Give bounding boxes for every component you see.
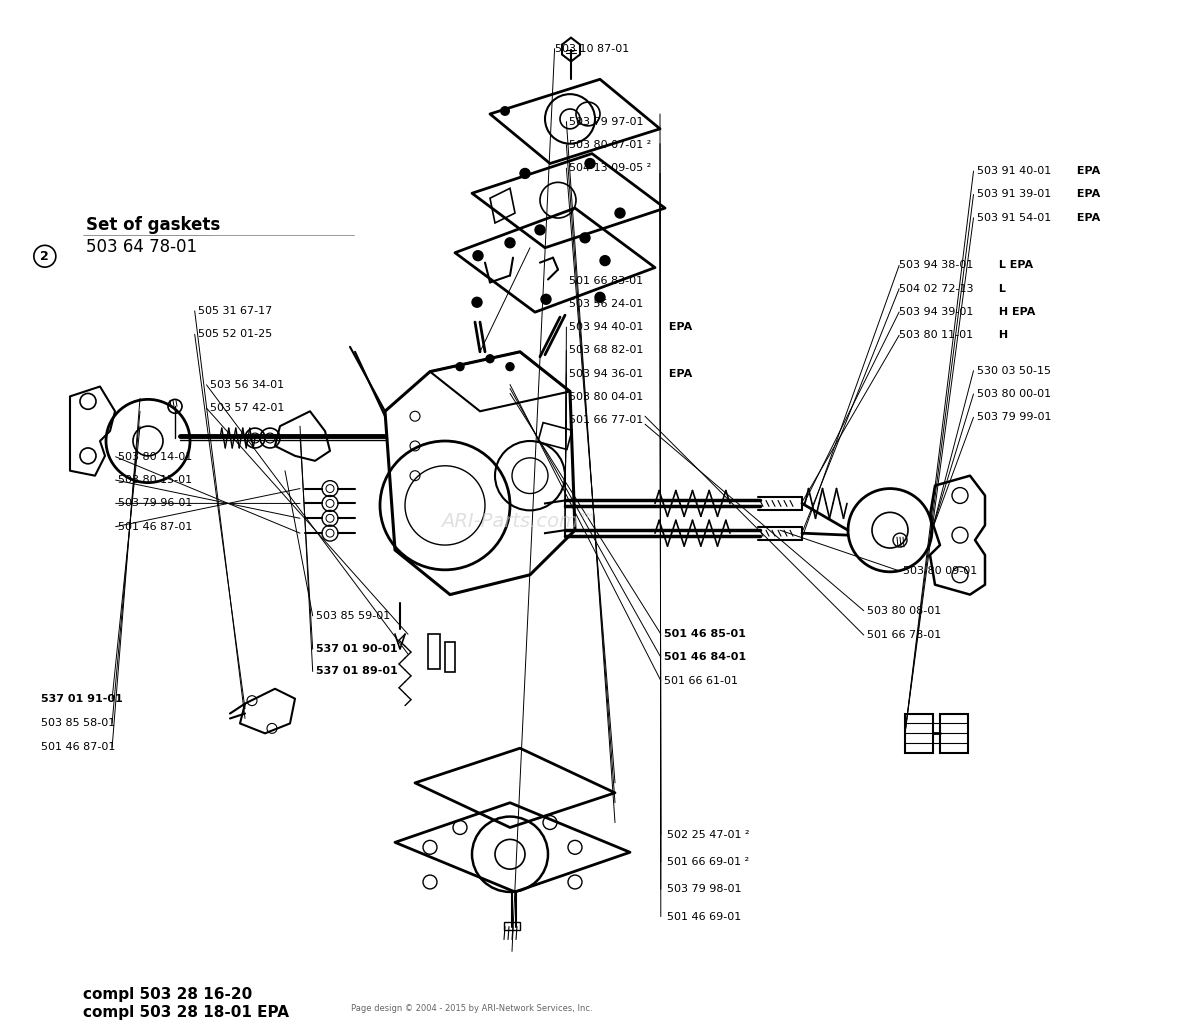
Text: 503 64 78-01: 503 64 78-01 [86,238,197,257]
Text: 503 94 36-01: 503 94 36-01 [569,369,643,379]
Circle shape [535,225,545,235]
Text: EPA: EPA [664,369,691,379]
Text: 501 66 83-01: 501 66 83-01 [569,276,643,285]
Bar [428,635,440,669]
Text: H: H [995,330,1008,340]
Circle shape [455,363,464,371]
Text: 502 25 47-01 ²: 502 25 47-01 ² [667,830,749,839]
Bar [940,713,968,753]
Text: 503 68 82-01: 503 68 82-01 [569,345,643,356]
Text: 537 01 89-01: 537 01 89-01 [316,666,398,677]
Text: compl 503 28 16-20: compl 503 28 16-20 [83,987,251,1003]
Text: 503 80 07-01 ²: 503 80 07-01 ² [569,140,651,150]
Circle shape [581,233,590,243]
Circle shape [585,158,595,169]
Bar [504,922,520,930]
Text: 503 80 11-01: 503 80 11-01 [899,330,973,340]
Text: EPA: EPA [664,322,691,332]
Text: Page design © 2004 - 2015 by ARI-Network Services, Inc.: Page design © 2004 - 2015 by ARI-Network… [352,1005,592,1013]
Text: 503 80 09-01: 503 80 09-01 [903,566,977,576]
Text: 530 03 50-15: 530 03 50-15 [977,366,1051,376]
Text: 503 79 99-01: 503 79 99-01 [977,412,1051,422]
Text: 503 94 39-01: 503 94 39-01 [899,307,973,317]
Text: 504 02 72-13: 504 02 72-13 [899,284,973,293]
Text: 501 46 85-01: 501 46 85-01 [664,629,746,639]
Text: 503 91 39-01: 503 91 39-01 [977,189,1051,199]
Circle shape [505,238,514,247]
Text: 504 13 09-05 ²: 504 13 09-05 ² [569,164,651,173]
Text: 503 10 87-01: 503 10 87-01 [555,44,629,53]
Text: 501 46 69-01: 501 46 69-01 [667,912,741,922]
Text: EPA: EPA [1073,167,1100,176]
Text: 501 66 69-01 ²: 501 66 69-01 ² [667,856,749,867]
Text: 503 91 40-01: 503 91 40-01 [977,167,1051,176]
Text: 537 01 90-01: 537 01 90-01 [316,644,398,654]
Text: 505 31 67-17: 505 31 67-17 [198,306,273,316]
Text: 501 66 78-01: 501 66 78-01 [867,630,942,640]
Text: EPA: EPA [1073,189,1100,199]
Circle shape [599,256,610,266]
Text: 503 80 00-01: 503 80 00-01 [977,389,1051,399]
Text: H EPA: H EPA [995,307,1036,317]
Text: 503 80 14-01: 503 80 14-01 [118,452,192,462]
Circle shape [500,106,510,115]
Text: 503 85 58-01: 503 85 58-01 [41,718,116,728]
Text: L EPA: L EPA [995,261,1034,271]
Text: 503 56 24-01: 503 56 24-01 [569,298,643,309]
Text: L: L [995,284,1007,293]
Text: 2: 2 [40,249,50,263]
Text: 501 46 87-01: 501 46 87-01 [118,521,192,531]
Circle shape [615,208,625,218]
Text: compl 503 28 18-01 EPA: compl 503 28 18-01 EPA [83,1006,289,1020]
Text: 537 01 91-01: 537 01 91-01 [41,694,123,704]
Text: 501 46 84-01: 501 46 84-01 [664,652,747,662]
Circle shape [486,355,494,363]
Text: ARI-Parts.com™: ARI-Parts.com™ [441,512,597,531]
Text: 503 80 04-01: 503 80 04-01 [569,392,643,402]
Text: 501 46 87-01: 501 46 87-01 [41,742,116,752]
Text: 503 79 98-01: 503 79 98-01 [667,884,741,894]
Text: 501 66 61-01: 501 66 61-01 [664,676,739,686]
Circle shape [520,169,530,179]
Text: 503 94 40-01: 503 94 40-01 [569,322,643,332]
Text: 505 52 01-25: 505 52 01-25 [198,329,273,339]
Circle shape [540,294,551,305]
Text: 503 79 96-01: 503 79 96-01 [118,499,192,508]
Circle shape [595,292,605,303]
Text: 503 94 38-01: 503 94 38-01 [899,261,973,271]
Circle shape [472,297,481,308]
Text: 503 91 54-01: 503 91 54-01 [977,213,1051,223]
Text: 503 80 08-01: 503 80 08-01 [867,606,942,615]
Text: EPA: EPA [1073,213,1100,223]
Bar [905,713,933,753]
Circle shape [473,250,483,261]
Text: 503 80 15-01: 503 80 15-01 [118,475,192,485]
Text: 503 56 34-01: 503 56 34-01 [210,380,284,389]
Text: 503 79 97-01: 503 79 97-01 [569,117,643,127]
Circle shape [506,363,514,371]
Bar [445,642,455,671]
Text: Set of gaskets: Set of gaskets [86,216,221,234]
Text: 501 66 77-01: 501 66 77-01 [569,415,643,425]
Text: 503 57 42-01: 503 57 42-01 [210,403,284,413]
Text: 503 85 59-01: 503 85 59-01 [316,611,391,620]
